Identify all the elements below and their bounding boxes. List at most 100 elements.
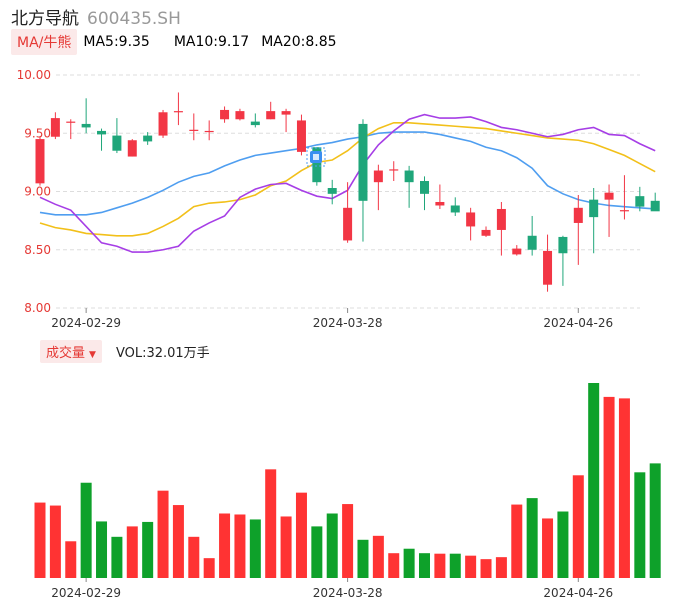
- volume-bar: [634, 472, 646, 578]
- candle: [466, 207, 476, 241]
- candle: [543, 234, 553, 292]
- candle-body: [650, 200, 660, 212]
- volume-bar: [142, 521, 154, 578]
- candle-body: [235, 111, 245, 120]
- candle-body: [97, 130, 107, 135]
- volume-bar: [249, 519, 261, 578]
- volume-bar: [449, 553, 461, 578]
- candle: [266, 101, 276, 120]
- candle: [204, 120, 214, 141]
- volume-bar: [311, 526, 323, 578]
- candle-body: [143, 135, 153, 142]
- ma20-line: [39, 131, 656, 216]
- y-tick-label: 9.00: [24, 185, 51, 199]
- candle: [619, 175, 629, 220]
- candle-body: [281, 111, 291, 115]
- candle-body: [481, 229, 491, 236]
- volume-bar: [480, 559, 492, 578]
- candle-body: [450, 205, 460, 213]
- candle: [127, 139, 137, 157]
- volume-bar: [588, 383, 600, 578]
- candle: [435, 184, 445, 209]
- ma-legend: MA/牛熊 MA5:9.35 MA10:9.17 MA20:8.85: [11, 29, 337, 55]
- candle: [81, 98, 91, 134]
- candle-body: [296, 120, 306, 152]
- volume-bar: [342, 504, 354, 578]
- candle-body: [158, 112, 168, 136]
- volume-bar: [280, 516, 292, 578]
- candle-body: [420, 181, 429, 194]
- candle-body: [66, 121, 76, 123]
- y-tick-label: 10.00: [17, 68, 51, 82]
- candles: [35, 92, 660, 292]
- ma5-legend: MA5:9.35: [83, 34, 150, 50]
- volume-bar: [388, 553, 400, 578]
- candle-body: [573, 207, 583, 223]
- candle-body: [635, 196, 645, 207]
- candle: [635, 186, 645, 212]
- candle-body: [327, 188, 337, 194]
- candle: [589, 188, 599, 254]
- candle: [189, 113, 199, 141]
- volume-bar: [542, 518, 554, 578]
- volume-bars: [34, 383, 661, 578]
- signal-marker-icon[interactable]: [306, 147, 326, 167]
- volume-value: VOL:32.01万手: [115, 345, 210, 361]
- volume-bar: [572, 475, 584, 578]
- candle-body: [189, 129, 199, 131]
- volume-bar: [465, 555, 477, 578]
- candle: [327, 179, 337, 205]
- price-grid: [56, 74, 640, 309]
- candle: [235, 108, 245, 121]
- candle-body: [589, 199, 599, 218]
- volume-bar: [188, 536, 200, 578]
- volume-legend: 成交量 ▼ VOL:32.01万手: [40, 339, 210, 363]
- volume-bar: [357, 539, 369, 578]
- volume-bar: [234, 514, 246, 578]
- candle-body: [81, 123, 91, 128]
- candle-body: [466, 212, 476, 227]
- ma10-line: [39, 121, 656, 237]
- candle: [527, 215, 537, 256]
- candle: [281, 108, 291, 133]
- candle: [343, 182, 353, 243]
- volume-selector-button[interactable]: 成交量 ▼: [40, 339, 102, 363]
- candle: [158, 109, 168, 138]
- candle-body: [173, 111, 183, 113]
- candle: [220, 106, 230, 123]
- volume-bar: [34, 502, 46, 578]
- volume-bar: [326, 513, 338, 578]
- candle-body: [389, 169, 399, 171]
- volume-bar: [126, 526, 138, 578]
- candle: [573, 194, 583, 265]
- volume-bar: [434, 553, 446, 578]
- y-tick-label: 8.00: [24, 301, 51, 315]
- candle: [143, 132, 153, 145]
- x-tick-label: 2024-02-29: [51, 586, 121, 600]
- volume-bar: [649, 463, 661, 578]
- ma-selector-button[interactable]: MA/牛熊: [11, 29, 78, 55]
- candle-body: [358, 123, 368, 201]
- volume-selector-label: 成交量: [46, 345, 86, 361]
- volume-bar: [419, 553, 430, 578]
- candle-body: [435, 201, 445, 206]
- candle: [604, 184, 614, 237]
- x-tick-label: 2024-04-26: [543, 316, 613, 330]
- candle-body: [266, 111, 276, 120]
- candle: [650, 192, 660, 212]
- candle-body: [373, 170, 383, 183]
- candle-body: [312, 147, 322, 183]
- x-tick-label: 2024-04-26: [543, 586, 613, 600]
- candle: [112, 118, 122, 154]
- candle-body: [127, 140, 137, 157]
- candle-body: [50, 118, 60, 137]
- x-tick-label: 2024-03-28: [313, 316, 383, 330]
- price-axis: 10.00 9.50 9.00 8.50 8.00: [17, 68, 51, 315]
- candle-body: [220, 109, 230, 120]
- candle-body: [204, 130, 214, 133]
- volume-bar: [172, 505, 184, 578]
- candle: [481, 226, 491, 237]
- volume-bar: [96, 521, 108, 578]
- candle-body: [112, 135, 122, 151]
